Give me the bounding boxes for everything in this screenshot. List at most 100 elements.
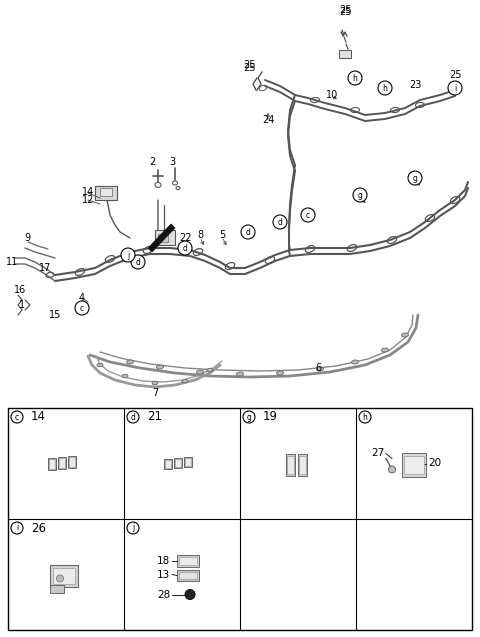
Ellipse shape	[182, 379, 188, 383]
FancyBboxPatch shape	[179, 571, 197, 578]
Circle shape	[121, 248, 135, 262]
Text: 22: 22	[179, 233, 191, 243]
Text: 7: 7	[152, 388, 158, 398]
Ellipse shape	[351, 360, 359, 364]
Circle shape	[359, 411, 371, 423]
Circle shape	[127, 522, 139, 534]
Text: 15: 15	[49, 310, 61, 320]
Text: 27: 27	[371, 448, 384, 459]
Ellipse shape	[382, 348, 388, 352]
Text: 19: 19	[263, 410, 278, 424]
Circle shape	[75, 301, 89, 315]
FancyBboxPatch shape	[59, 457, 65, 468]
FancyBboxPatch shape	[286, 454, 295, 475]
Circle shape	[127, 411, 139, 423]
Text: 3: 3	[169, 157, 175, 167]
Text: i: i	[16, 524, 18, 533]
FancyBboxPatch shape	[174, 457, 182, 468]
Text: 25: 25	[244, 60, 256, 70]
Text: 14: 14	[31, 410, 46, 424]
Text: g: g	[413, 173, 418, 182]
Text: j: j	[132, 524, 134, 533]
Circle shape	[378, 81, 392, 95]
Text: 12: 12	[82, 195, 94, 205]
Text: 17: 17	[39, 263, 51, 273]
Circle shape	[178, 241, 192, 255]
FancyBboxPatch shape	[404, 455, 424, 473]
Text: 6: 6	[315, 363, 321, 373]
FancyBboxPatch shape	[298, 454, 307, 475]
FancyBboxPatch shape	[50, 585, 64, 592]
Circle shape	[353, 188, 367, 202]
Text: 10: 10	[326, 90, 338, 100]
Circle shape	[388, 466, 396, 473]
Text: h: h	[383, 83, 387, 92]
Text: 25: 25	[449, 70, 461, 80]
FancyBboxPatch shape	[68, 455, 76, 468]
Text: 18: 18	[157, 555, 170, 566]
Text: 8: 8	[197, 230, 203, 240]
FancyBboxPatch shape	[299, 455, 306, 473]
Text: h: h	[362, 413, 367, 422]
Text: g: g	[358, 190, 362, 199]
FancyBboxPatch shape	[185, 457, 191, 466]
Text: 28: 28	[157, 589, 170, 599]
FancyBboxPatch shape	[339, 50, 351, 58]
FancyBboxPatch shape	[95, 186, 117, 200]
Text: 13: 13	[157, 569, 170, 580]
Ellipse shape	[156, 365, 164, 369]
Text: 4: 4	[79, 293, 85, 303]
FancyBboxPatch shape	[175, 459, 181, 466]
FancyBboxPatch shape	[53, 568, 75, 583]
Text: d: d	[131, 413, 135, 422]
Circle shape	[243, 411, 255, 423]
Text: 9: 9	[24, 233, 30, 243]
Circle shape	[241, 225, 255, 239]
Text: d: d	[277, 217, 282, 227]
FancyBboxPatch shape	[155, 230, 175, 245]
Ellipse shape	[401, 333, 408, 337]
Text: 23: 23	[409, 80, 421, 90]
Text: 16: 16	[14, 285, 26, 295]
Ellipse shape	[122, 374, 128, 378]
Text: 5: 5	[219, 230, 225, 240]
Ellipse shape	[97, 363, 103, 367]
Circle shape	[448, 81, 462, 95]
Circle shape	[273, 215, 287, 229]
FancyBboxPatch shape	[158, 234, 168, 242]
FancyBboxPatch shape	[184, 457, 192, 466]
Text: 14: 14	[82, 187, 94, 197]
Text: d: d	[135, 257, 141, 266]
Circle shape	[11, 411, 23, 423]
Text: c: c	[15, 413, 19, 422]
Text: i: i	[454, 83, 456, 92]
Circle shape	[301, 208, 315, 222]
Text: 2: 2	[149, 157, 155, 167]
Text: 11: 11	[6, 257, 18, 267]
FancyBboxPatch shape	[58, 457, 66, 468]
FancyBboxPatch shape	[402, 452, 426, 476]
Ellipse shape	[196, 370, 204, 374]
FancyBboxPatch shape	[100, 188, 112, 196]
FancyBboxPatch shape	[179, 557, 197, 564]
Text: 25: 25	[244, 63, 256, 73]
Text: 21: 21	[147, 410, 162, 424]
FancyBboxPatch shape	[287, 455, 294, 473]
FancyBboxPatch shape	[164, 459, 172, 468]
Text: 25: 25	[339, 5, 351, 15]
FancyBboxPatch shape	[48, 457, 56, 469]
Text: 20: 20	[428, 459, 441, 468]
Circle shape	[131, 255, 145, 269]
FancyBboxPatch shape	[69, 457, 75, 466]
Text: d: d	[246, 227, 251, 236]
Circle shape	[11, 522, 23, 534]
Text: 1: 1	[19, 300, 25, 310]
Ellipse shape	[276, 371, 284, 375]
FancyBboxPatch shape	[165, 459, 171, 468]
Circle shape	[185, 589, 195, 599]
Text: 25: 25	[339, 7, 351, 17]
Text: d: d	[182, 243, 187, 252]
Bar	[8, 408, 472, 630]
Ellipse shape	[237, 372, 243, 376]
FancyBboxPatch shape	[177, 569, 199, 580]
